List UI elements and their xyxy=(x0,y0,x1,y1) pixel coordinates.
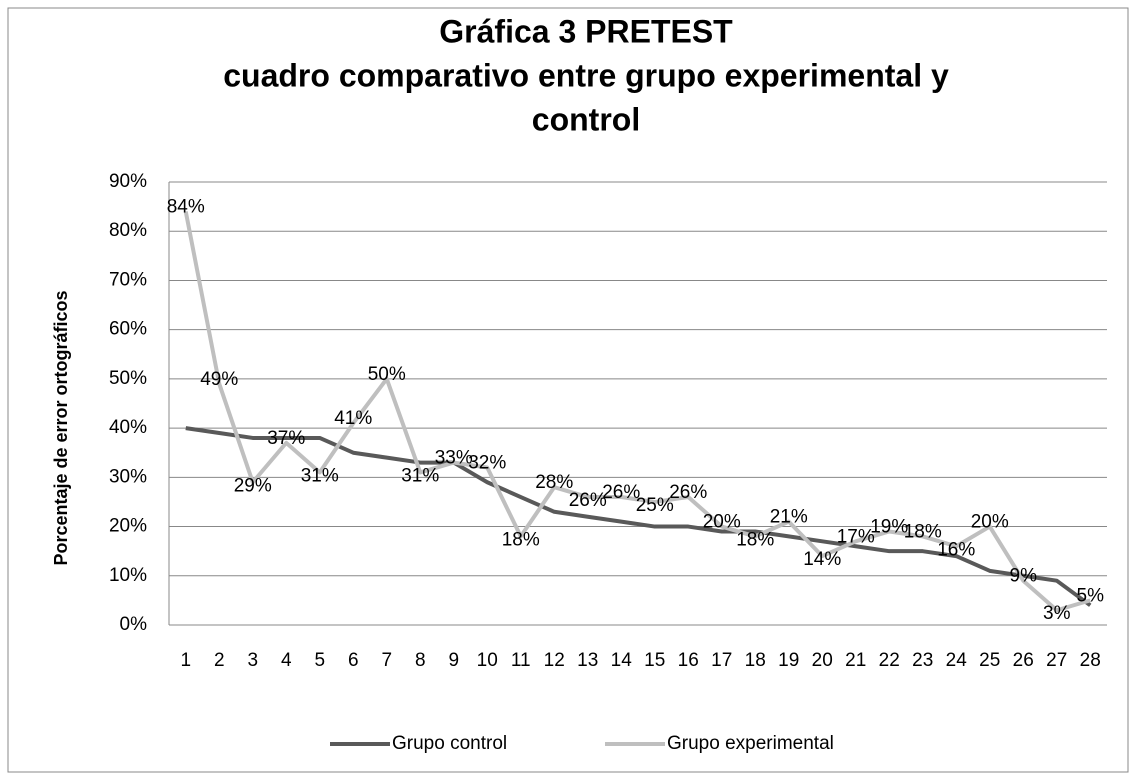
data-label: 33% xyxy=(435,448,473,469)
x-tick-label: 23 xyxy=(912,650,933,671)
y-tick-label: 70% xyxy=(109,269,147,290)
x-tick-label: 25 xyxy=(979,650,1000,671)
legend-label: Grupo experimental xyxy=(667,733,834,754)
x-tick-label: 6 xyxy=(348,650,359,671)
data-label: 50% xyxy=(368,364,406,385)
chart-border xyxy=(7,7,1129,773)
data-label: 49% xyxy=(200,369,238,390)
x-tick-label: 19 xyxy=(778,650,799,671)
data-label: 21% xyxy=(770,507,808,528)
data-label: 26% xyxy=(669,482,707,503)
y-tick-label: 50% xyxy=(109,368,147,389)
x-tick-label: 10 xyxy=(477,650,498,671)
data-label: 41% xyxy=(334,408,372,429)
x-tick-label: 22 xyxy=(879,650,900,671)
data-label: 9% xyxy=(1010,566,1038,587)
data-label: 32% xyxy=(468,453,506,474)
legend-label: Grupo control xyxy=(392,733,507,754)
data-label: 84% xyxy=(167,197,205,218)
y-tick-label: 90% xyxy=(109,171,147,192)
x-tick-label: 2 xyxy=(214,650,225,671)
chart-title: cuadro comparativo entre grupo experimen… xyxy=(223,57,949,93)
x-tick-label: 24 xyxy=(946,650,968,671)
data-label: 18% xyxy=(502,529,540,550)
x-tick-label: 5 xyxy=(314,650,325,671)
x-tick-label: 17 xyxy=(711,650,732,671)
data-label: 16% xyxy=(937,539,975,560)
chart-title: Gráfica 3 PRETEST xyxy=(439,13,733,49)
data-label: 14% xyxy=(803,549,841,570)
x-tick-label: 16 xyxy=(678,650,699,671)
x-tick-label: 8 xyxy=(415,650,426,671)
x-tick-label: 15 xyxy=(644,650,665,671)
x-tick-label: 9 xyxy=(448,650,459,671)
data-label: 18% xyxy=(904,521,942,542)
x-tick-label: 14 xyxy=(611,650,633,671)
data-label: 37% xyxy=(267,428,305,449)
y-tick-label: 80% xyxy=(109,220,147,241)
data-label: 18% xyxy=(736,529,774,550)
x-tick-label: 28 xyxy=(1080,650,1101,671)
data-label: 31% xyxy=(401,465,439,486)
x-tick-label: 11 xyxy=(511,650,531,671)
chart-title: control xyxy=(532,101,640,137)
y-axis-label: Porcentaje de error ortográficos xyxy=(51,290,71,565)
x-tick-label: 1 xyxy=(180,650,191,671)
data-label: 5% xyxy=(1077,585,1105,606)
series-line xyxy=(183,211,1091,613)
x-tick-label: 18 xyxy=(745,650,766,671)
x-tick-label: 13 xyxy=(577,650,598,671)
x-tick-label: 27 xyxy=(1046,650,1067,671)
y-tick-label: 40% xyxy=(109,417,147,438)
x-tick-label: 7 xyxy=(381,650,392,671)
y-tick-label: 0% xyxy=(120,614,148,635)
data-label: 3% xyxy=(1043,603,1071,624)
data-label: 31% xyxy=(301,465,339,486)
y-tick-label: 10% xyxy=(109,565,147,586)
data-label: 25% xyxy=(636,495,674,516)
x-tick-label: 12 xyxy=(544,650,565,671)
data-label: 20% xyxy=(971,512,1009,533)
x-tick-label: 21 xyxy=(845,650,866,671)
x-tick-label: 20 xyxy=(812,650,833,671)
x-tick-label: 26 xyxy=(1013,650,1034,671)
data-label: 17% xyxy=(837,526,875,547)
y-tick-label: 60% xyxy=(109,319,147,340)
data-label: 20% xyxy=(703,512,741,533)
data-label: 19% xyxy=(870,516,908,537)
data-label: 26% xyxy=(602,482,640,503)
data-label: 29% xyxy=(234,475,272,496)
y-tick-label: 30% xyxy=(109,466,147,487)
data-label: 26% xyxy=(569,490,607,511)
x-tick-label: 4 xyxy=(281,650,292,671)
y-tick-label: 20% xyxy=(109,516,147,537)
x-tick-label: 3 xyxy=(247,650,258,671)
data-label: 28% xyxy=(535,472,573,493)
